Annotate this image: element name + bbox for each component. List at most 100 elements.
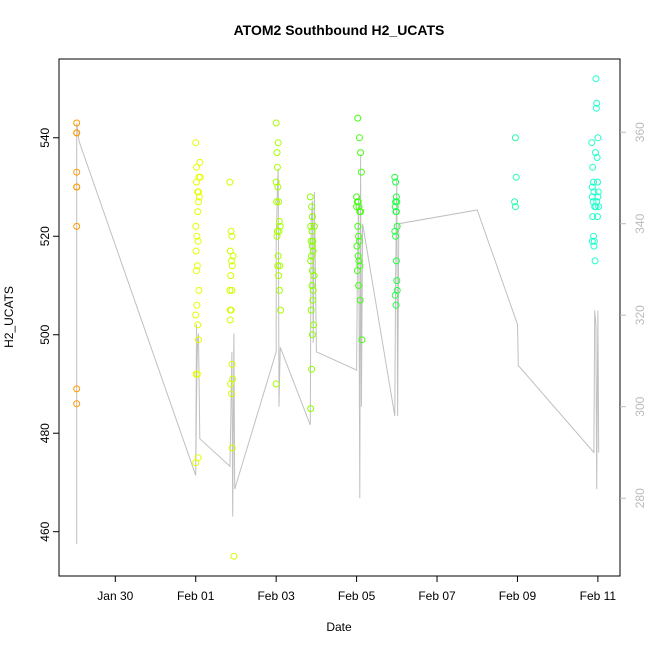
axes: Jan 30 Feb 01 Feb 03 Feb 05 Feb 07 Feb 09 Feb … <box>38 122 647 603</box>
data-point <box>354 114 362 122</box>
data-point <box>73 400 81 408</box>
data-point <box>307 257 315 265</box>
y-tick-label: 480 <box>38 423 52 443</box>
data-point <box>590 237 598 245</box>
chart-title: ATOM2 Southbound H2_UCATS <box>234 22 445 38</box>
data-point <box>226 178 234 186</box>
data-point <box>310 222 318 230</box>
data-point <box>274 252 282 260</box>
data-point <box>357 208 365 216</box>
data-point <box>310 272 318 280</box>
data-point <box>192 222 200 230</box>
data-point <box>392 198 400 206</box>
y-tick-label: 500 <box>38 324 52 344</box>
data-point <box>593 99 601 107</box>
x-tick-label: Feb 11 <box>580 589 617 603</box>
data-point <box>353 242 361 250</box>
data-point <box>230 552 238 560</box>
data-point <box>192 139 200 147</box>
data-layer <box>73 75 603 560</box>
data-point <box>228 360 236 368</box>
data-point <box>392 208 400 216</box>
data-point <box>195 188 202 196</box>
data-point <box>511 198 519 206</box>
data-point <box>308 282 316 289</box>
data-point <box>307 405 315 413</box>
data-point <box>592 149 599 157</box>
data-point <box>227 227 235 235</box>
data-point <box>588 139 596 147</box>
data-point <box>192 247 200 255</box>
data-point <box>273 232 281 240</box>
data-point <box>309 296 317 304</box>
data-point <box>273 163 281 171</box>
x-tick-label: Jan 30 <box>97 589 133 603</box>
data-point <box>273 149 281 157</box>
data-point <box>592 203 600 211</box>
data-point <box>594 178 601 186</box>
data-point <box>193 262 201 270</box>
data-point <box>274 139 282 147</box>
data-point <box>511 203 519 211</box>
data-point <box>307 222 315 230</box>
data-point <box>308 213 316 221</box>
data-point <box>196 173 204 181</box>
y2-tick-label: 360 <box>633 122 647 142</box>
data-point <box>308 365 316 373</box>
data-point <box>393 277 401 285</box>
y2-tick-label: 280 <box>633 488 647 508</box>
data-point <box>226 286 234 294</box>
data-point <box>195 336 202 344</box>
x-tick-label: Feb 07 <box>418 589 456 603</box>
data-point <box>272 119 280 127</box>
data-point <box>353 203 361 211</box>
data-point <box>194 321 202 329</box>
data-point <box>73 129 81 137</box>
data-point <box>192 311 200 319</box>
data-point <box>354 198 362 206</box>
data-point <box>393 286 401 294</box>
data-point <box>594 213 601 221</box>
data-point <box>227 380 235 388</box>
data-point <box>355 134 363 142</box>
plot-frame <box>58 58 621 577</box>
data-point <box>307 306 315 314</box>
data-point <box>391 203 399 211</box>
data-point <box>193 232 201 240</box>
data-point <box>594 188 602 196</box>
data-point <box>354 222 362 230</box>
data-point <box>588 183 596 191</box>
data-point <box>392 301 400 309</box>
data-point <box>226 306 234 314</box>
data-point <box>306 193 314 201</box>
data-point <box>228 390 235 398</box>
data-point <box>229 252 237 260</box>
data-point <box>590 232 597 240</box>
data-point <box>355 232 363 240</box>
x-tick-label: Feb 01 <box>177 589 215 603</box>
data-point <box>354 252 362 260</box>
data-point <box>275 198 283 206</box>
data-point <box>228 257 235 265</box>
data-point <box>308 331 316 339</box>
x-tick-label: Feb 05 <box>338 589 376 603</box>
x-axis-label: Date <box>326 620 352 634</box>
data-point <box>193 267 200 275</box>
data-point <box>193 178 200 186</box>
data-point <box>73 168 81 176</box>
data-point <box>358 336 366 344</box>
y-tick-label: 520 <box>38 226 52 246</box>
data-point <box>595 203 603 211</box>
data-point <box>275 286 283 294</box>
data-point <box>73 119 81 127</box>
data-point <box>392 232 400 240</box>
data-point <box>353 193 361 201</box>
data-point <box>353 267 361 275</box>
data-point <box>309 286 317 294</box>
y2-tick-label: 300 <box>633 396 647 416</box>
secondary-line <box>76 123 600 544</box>
data-point <box>274 262 282 270</box>
data-point <box>73 183 81 191</box>
data-point <box>590 242 598 250</box>
